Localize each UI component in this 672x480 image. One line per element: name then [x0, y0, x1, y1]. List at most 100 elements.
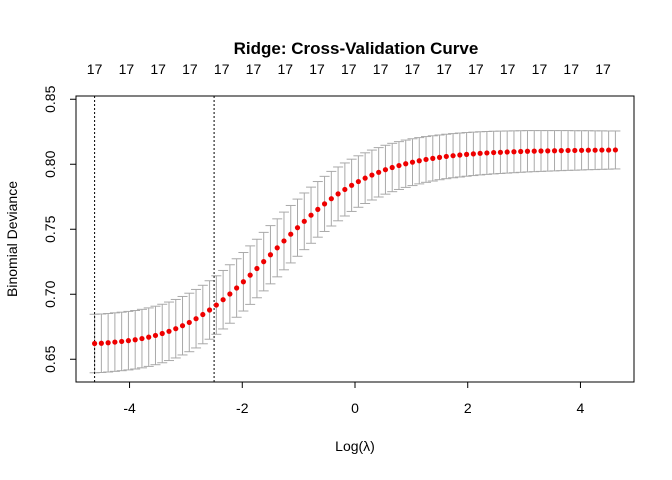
data-point: [389, 164, 395, 171]
x-tick-label: 4: [577, 400, 585, 416]
data-point: [139, 335, 145, 342]
top-axis-label: 17: [341, 61, 357, 77]
top-axis-label: 17: [87, 61, 103, 77]
top-axis: 17 17 17 17 17 17 17 17 17 17 17 17 17 17 17 17 17: [87, 61, 611, 77]
data-point: [288, 231, 294, 237]
data-point: [436, 154, 443, 160]
data-point: [105, 340, 111, 346]
data-point: [294, 225, 301, 231]
top-axis-label: 17: [309, 61, 325, 77]
data-point: [247, 272, 253, 278]
x-tick-label: -2: [236, 400, 249, 416]
chart-title: Ridge: Cross-Validation Curve: [234, 39, 479, 58]
y-axis: 0.65 0.70 0.75 0.80 0.85: [42, 85, 77, 373]
data-point: [511, 149, 517, 155]
data-point: [220, 297, 226, 303]
data-point: [213, 302, 219, 308]
data-point: [518, 148, 524, 155]
data-point: [423, 156, 429, 163]
error-bars: [89, 130, 621, 374]
data-point: [362, 175, 368, 181]
data-point: [274, 245, 280, 251]
top-axis-label: 17: [532, 61, 548, 77]
data-point: [173, 326, 179, 332]
data-point: [464, 151, 470, 157]
top-axis-label: 17: [246, 61, 262, 77]
data-point: [315, 206, 321, 212]
top-axis-label: 17: [277, 61, 293, 77]
top-axis-label: 17: [373, 61, 389, 77]
y-tick-label: 0.80: [42, 150, 58, 177]
data-point: [193, 316, 199, 322]
data-point: [227, 291, 233, 297]
data-point: [409, 159, 416, 165]
data-point: [396, 162, 402, 169]
data-point: [267, 252, 274, 258]
top-axis-label: 17: [405, 61, 421, 77]
plot-frame: [75, 95, 635, 383]
top-axis-label: 17: [468, 61, 484, 77]
data-point: [504, 149, 510, 155]
data-point: [565, 147, 571, 154]
data-point: [328, 196, 334, 202]
data-point: [457, 152, 463, 158]
data-point: [200, 311, 206, 318]
data-point: [558, 148, 564, 154]
data-point: [92, 340, 98, 347]
data-point: [119, 338, 125, 345]
data-point: [261, 259, 267, 265]
data-point: [186, 319, 192, 326]
data-point: [592, 147, 598, 153]
data-point: [166, 328, 172, 334]
y-axis-title: Binomial Deviance: [4, 181, 20, 297]
data-point: [254, 265, 260, 272]
data-point: [125, 338, 132, 344]
x-tick-label: -4: [123, 400, 136, 416]
data-point: [484, 150, 490, 156]
data-point: [355, 178, 361, 185]
data-point: [335, 191, 341, 197]
data-point: [146, 334, 152, 340]
data-point: [281, 238, 287, 244]
data-point: [416, 158, 422, 164]
y-tick-label: 0.65: [42, 345, 58, 372]
data-point: [342, 186, 348, 193]
data-point: [491, 149, 497, 156]
data-point: [112, 339, 118, 345]
data-point: [470, 151, 476, 157]
data-point: [538, 148, 544, 154]
data-point: [240, 279, 246, 285]
data-point: [349, 182, 355, 188]
data-point: [321, 201, 328, 207]
data-point: [477, 150, 483, 156]
y-tick-label: 0.70: [42, 280, 58, 307]
data-point: [450, 153, 456, 159]
data-point: [606, 147, 612, 153]
data-point: [234, 285, 240, 291]
data-point: [599, 147, 605, 153]
data-point: [159, 330, 165, 337]
top-axis-label: 17: [563, 61, 579, 77]
data-point: [403, 161, 409, 167]
x-tick-label: 0: [351, 400, 359, 416]
top-axis-label: 17: [150, 61, 166, 77]
data-point: [497, 149, 504, 155]
data-point: [152, 332, 159, 339]
data-point: [443, 153, 449, 160]
data-point: [132, 337, 138, 343]
data-point: [545, 148, 551, 154]
x-tick-label: 2: [464, 400, 472, 416]
data-points: [92, 147, 619, 347]
top-axis-label: 17: [214, 61, 230, 77]
x-axis-title: Log(λ): [335, 438, 375, 454]
data-point: [572, 147, 578, 154]
y-tick-label: 0.75: [42, 215, 58, 242]
data-point: [376, 169, 382, 175]
data-point: [98, 340, 104, 346]
data-point: [585, 147, 591, 153]
data-point: [308, 212, 314, 218]
top-axis-label: 17: [436, 61, 452, 77]
top-axis-label: 17: [119, 61, 135, 77]
data-point: [531, 148, 537, 154]
